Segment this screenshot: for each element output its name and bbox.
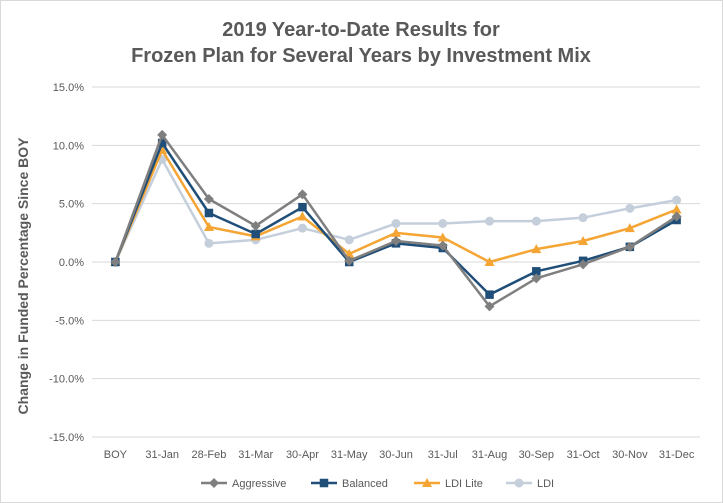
data-point-ldi-lite xyxy=(203,222,214,231)
legend-label: Aggressive xyxy=(232,478,286,490)
x-tick-label: 31-Jan xyxy=(145,449,179,461)
legend-marker xyxy=(319,478,329,488)
data-point-ldi xyxy=(485,216,495,226)
x-axis-tick-labels: BOY 31-Jan 28-Feb 31-Mar 30-Apr 31-May 30-Jun 3… xyxy=(104,449,695,461)
data-point-balanced xyxy=(485,290,494,299)
data-point-ldi xyxy=(438,219,448,228)
data-point-ldi xyxy=(672,195,682,205)
legend-label: Balanced xyxy=(342,478,388,490)
legend-label: LDI Lite xyxy=(445,478,483,490)
x-tick-label: BOY xyxy=(104,449,128,461)
legend-marker xyxy=(514,478,524,488)
x-tick-label: 31-May xyxy=(331,449,368,461)
x-tick-label: 30-Apr xyxy=(286,449,319,461)
x-tick-label: 30-Nov xyxy=(612,449,648,461)
y-tick-label: -15.0% xyxy=(49,432,84,444)
data-point-aggressive xyxy=(297,189,308,200)
y-tick-label: 10.0% xyxy=(53,140,84,152)
data-point-aggressive xyxy=(531,273,542,284)
data-point-ldi-lite xyxy=(671,204,682,214)
data-point-ldi-lite xyxy=(297,211,308,221)
data-point-aggressive xyxy=(437,240,448,251)
legend-item-ldi: LDI xyxy=(506,478,554,490)
chart-title-line-2: Frozen Plan for Several Years by Investm… xyxy=(131,45,591,67)
data-point-aggressive xyxy=(484,301,495,312)
legend-item-balanced: Balanced xyxy=(311,478,388,490)
y-tick-label: -5.0% xyxy=(55,315,84,327)
y-tick-label: 5.0% xyxy=(59,199,84,211)
x-tick-label: 31-Dec xyxy=(659,449,695,461)
data-point-ldi xyxy=(344,235,354,245)
data-point-balanced xyxy=(298,202,307,212)
data-point-ldi xyxy=(531,216,541,226)
data-point-aggressive xyxy=(578,259,589,270)
data-point-balanced xyxy=(204,208,214,218)
data-point-ldi xyxy=(204,238,214,248)
series-ldi-lite xyxy=(110,145,682,266)
legend: Aggressive Balanced LDI Lite LDI xyxy=(201,478,554,490)
data-point-ldi xyxy=(297,223,307,233)
data-point-aggressive xyxy=(110,257,121,267)
x-tick-label: 31-Oct xyxy=(567,449,600,461)
x-tick-label: 30-Jun xyxy=(379,449,413,461)
data-point-ldi-lite xyxy=(624,223,635,233)
series-line-balanced xyxy=(114,141,678,296)
data-point-ldi-lite xyxy=(578,236,589,245)
y-tick-label: 15.0% xyxy=(53,82,84,94)
data-point-aggressive xyxy=(391,236,401,246)
chart-title-line-1: 2019 Year-to-Date Results for xyxy=(222,19,500,41)
data-point-ldi-lite xyxy=(437,232,448,242)
legend-item-aggressive: Aggressive xyxy=(201,478,286,490)
legend-marker xyxy=(209,478,219,488)
data-point-ldi-lite xyxy=(531,244,542,254)
series-lines xyxy=(110,129,682,312)
data-point-ldi xyxy=(625,203,635,213)
gridlines xyxy=(92,86,700,438)
data-point-balanced xyxy=(532,267,541,276)
data-point-ldi xyxy=(578,213,588,223)
y-axis-tick-labels: 15.0% 10.0% 5.0% 0.0% -5.0% -10.0% -15.0% xyxy=(49,82,84,444)
data-point-aggressive xyxy=(624,241,635,252)
data-point-balanced xyxy=(157,138,167,148)
x-tick-label: 31-Jul xyxy=(428,449,458,461)
series-ldi xyxy=(110,154,682,267)
y-tick-label: 0.0% xyxy=(59,257,84,269)
y-tick-label: -10.0% xyxy=(49,374,84,386)
data-point-balanced xyxy=(251,229,260,239)
legend-item-ldi-lite: LDI Lite xyxy=(414,478,483,490)
data-point-aggressive xyxy=(344,255,355,266)
data-point-ldi xyxy=(391,219,401,228)
x-tick-label: 31-Mar xyxy=(238,449,273,461)
x-tick-label: 31-Aug xyxy=(472,449,507,461)
data-point-aggressive xyxy=(157,129,168,140)
x-tick-label: 28-Feb xyxy=(191,449,226,461)
data-point-aggressive xyxy=(250,220,261,231)
data-point-aggressive xyxy=(671,211,682,222)
legend-marker xyxy=(422,478,432,487)
y-axis-title: Change in Funded Percentage Since BOY xyxy=(15,137,31,415)
legend-label: LDI xyxy=(537,478,554,490)
data-point-ldi-lite xyxy=(391,227,401,237)
x-tick-label: 30-Sep xyxy=(519,449,554,461)
data-point-ldi-lite xyxy=(484,257,495,266)
series-aggressive xyxy=(110,129,682,312)
data-point-aggressive xyxy=(203,194,214,204)
